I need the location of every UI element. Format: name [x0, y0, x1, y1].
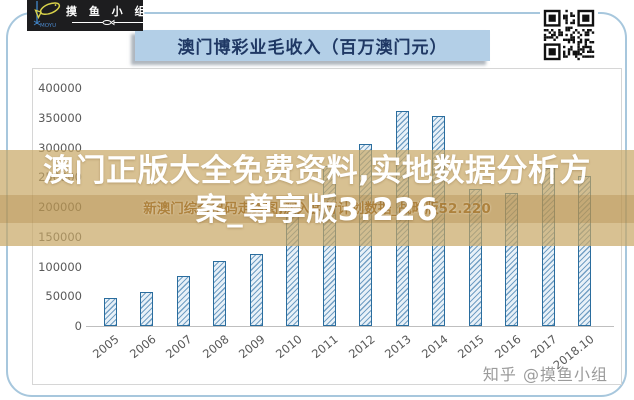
logo: MOYU 摸 鱼 小 组 [27, 0, 146, 32]
brand-underline [71, 19, 144, 26]
y-tick-label: 50000 [45, 289, 82, 304]
chart-title: 澳门博彩业毛收入（百万澳门元） [177, 38, 448, 58]
fish-icon: MOYU [31, 0, 63, 32]
brand-text: 摸 鱼 小 组 [66, 5, 150, 18]
chart-title-bar: 澳门博彩业毛收入（百万澳门元） [135, 30, 490, 61]
bar-2008 [213, 260, 226, 326]
y-tick-label: 350000 [38, 110, 82, 125]
watermark-faint-text: 新澳门综合出码走势图,深入执行计划数据_战略版52.220 [143, 201, 491, 217]
svg-text:MOYU: MOYU [40, 23, 56, 28]
watermark-main-text: 澳门正版大全免费资料,实地数据分析方 案_尊享版3.226 [0, 152, 634, 230]
credit-watermark: 知乎 @摸鱼小组 [482, 365, 608, 384]
watermark-band-dark [0, 195, 634, 223]
bar-2007 [176, 276, 190, 326]
bar-2009 [249, 254, 263, 326]
bar-2006 [140, 291, 153, 326]
small-fish-icon [102, 19, 115, 26]
watermark-line1: 澳门正版大全免费资料,实地数据分析方 [43, 153, 591, 189]
y-tick-label: 100000 [38, 259, 82, 274]
y-tick-label: 0 [74, 319, 82, 333]
watermark-line2: 案_尊享版3.226 [195, 192, 439, 228]
watermark-band [0, 150, 634, 246]
bar-2005 [103, 297, 117, 326]
brand: 摸 鱼 小 组 [66, 5, 150, 26]
x-axis-line [86, 326, 614, 327]
y-tick-label: 400000 [38, 81, 82, 95]
qr-code-icon [540, 6, 598, 64]
